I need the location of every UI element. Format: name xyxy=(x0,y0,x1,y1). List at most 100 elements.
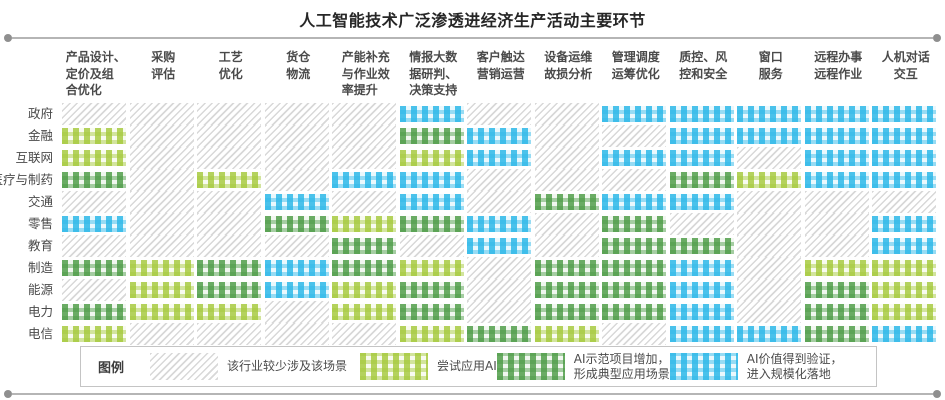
row-label-1: 政府 xyxy=(0,103,58,125)
heatmap-cell-swatch xyxy=(737,172,801,188)
heatmap-row-交通 xyxy=(62,191,940,213)
heatmap-row-政府 xyxy=(62,103,940,125)
heatmap-cell xyxy=(602,213,670,235)
heatmap-cell-swatch xyxy=(534,194,599,210)
heatmap-cell-swatch xyxy=(737,326,801,342)
heatmap-row-电力 xyxy=(62,301,940,323)
row-label-text: 制造 xyxy=(27,260,53,275)
row-label-2: 金融 xyxy=(0,125,58,147)
heatmap-cell-swatch xyxy=(129,125,194,147)
heatmap-cell-swatch xyxy=(804,235,869,257)
heatmap-cell-swatch xyxy=(399,172,464,188)
column-header-line: 情报大数 xyxy=(409,50,458,64)
heatmap-cell-swatch xyxy=(62,191,126,213)
column-header-line: 远程作业 xyxy=(814,66,863,81)
divider-dot-icon xyxy=(933,390,941,398)
row-label-text: 能源 xyxy=(27,282,53,297)
column-header-line: 率提升 xyxy=(341,83,378,97)
heatmap-cell xyxy=(602,169,670,191)
heatmap-cell xyxy=(804,125,873,147)
heatmap-cell xyxy=(129,169,198,191)
column-header-text: 人机对话 交互 xyxy=(882,49,930,82)
heatmap-cell-swatch xyxy=(602,304,666,320)
heatmap-cell xyxy=(62,235,130,257)
column-header-line: 运筹优化 xyxy=(611,66,660,81)
heatmap-cell-swatch xyxy=(399,216,464,232)
column-header-3: 工艺 优化 xyxy=(197,49,265,99)
heatmap-cell-swatch xyxy=(332,282,396,298)
heatmap-cell-swatch xyxy=(264,260,329,276)
heatmap-cell-swatch xyxy=(872,128,936,144)
column-header-line: 决策支持 xyxy=(409,83,458,97)
heatmap-cell-swatch xyxy=(264,194,329,210)
heatmap-cell-swatch xyxy=(467,238,531,254)
heatmap-cell-swatch xyxy=(534,147,599,169)
heatmap-cell-swatch xyxy=(669,304,734,320)
heatmap-cell-swatch xyxy=(62,128,126,144)
heatmap-cell-swatch xyxy=(129,213,194,235)
heatmap-cell-swatch xyxy=(602,106,666,122)
heatmap-cell xyxy=(534,125,603,147)
row-label-5: 交通 xyxy=(0,191,58,213)
heatmap-cell-swatch xyxy=(872,238,936,254)
heatmap-cell-swatch xyxy=(534,169,599,191)
heatmap-cell-swatch xyxy=(264,216,329,232)
heatmap-cell-swatch xyxy=(669,150,734,166)
heatmap-cell xyxy=(197,301,265,323)
column-header-line: 营销运营 xyxy=(476,66,525,81)
heatmap-cell-swatch xyxy=(62,172,126,188)
legend-label-scale: AI价值得到验证， 进入规模化落地 xyxy=(747,352,843,382)
heatmap-cell xyxy=(129,103,198,125)
heatmap-cell-swatch xyxy=(737,191,801,213)
heatmap-cell xyxy=(669,301,738,323)
column-header-text: 窗口 服务 xyxy=(759,49,783,82)
heatmap-cell-swatch xyxy=(872,282,936,298)
heatmap-cell xyxy=(264,257,333,279)
heatmap-cell xyxy=(872,147,940,169)
heatmap-cell-swatch xyxy=(197,213,261,235)
heatmap-cell xyxy=(467,279,535,301)
heatmap-cell xyxy=(62,257,130,279)
heatmap-cell xyxy=(467,191,535,213)
heatmap-cell-swatch xyxy=(602,169,666,191)
row-label-text: 金融 xyxy=(27,128,53,143)
heatmap-cell xyxy=(467,257,535,279)
heatmap-cell xyxy=(737,125,805,147)
heatmap-cell-swatch xyxy=(602,282,666,298)
heatmap-cell-swatch xyxy=(872,304,936,320)
heatmap-cell xyxy=(467,103,535,125)
heatmap-cell xyxy=(804,103,873,125)
heatmap-cell xyxy=(467,125,535,147)
heatmap-cell xyxy=(332,213,400,235)
heatmap-cell-swatch xyxy=(737,301,801,323)
heatmap-cell-swatch xyxy=(467,301,531,323)
heatmap-cell-swatch xyxy=(804,326,869,342)
heatmap-cell xyxy=(872,169,940,191)
heatmap-cell-swatch xyxy=(804,304,869,320)
column-header-text: 产能补充 与作业效 率提升 xyxy=(342,49,390,99)
heatmap-cell-swatch xyxy=(129,304,194,320)
row-label-text: 教育 xyxy=(27,238,53,253)
heatmap-cell xyxy=(534,103,603,125)
heatmap-cell xyxy=(399,323,468,345)
column-header-line: 优化 xyxy=(218,66,243,81)
heatmap-cell xyxy=(534,323,603,345)
heatmap-cell-swatch xyxy=(737,213,801,235)
legend-label-demo: AI示范项目增加， 形成典型应用场景 xyxy=(574,352,670,382)
heatmap-cell xyxy=(602,191,670,213)
heatmap-cell xyxy=(669,125,738,147)
heatmap-cell-swatch xyxy=(804,213,869,235)
heatmap-cell-swatch xyxy=(602,194,666,210)
heatmap-cell xyxy=(399,235,468,257)
heatmap-cell-swatch xyxy=(399,128,464,144)
heatmap-cell-swatch xyxy=(197,323,261,345)
heatmap-cell xyxy=(467,235,535,257)
row-label-10: 电力 xyxy=(0,301,58,323)
column-header-line: 产能补充 xyxy=(341,50,390,64)
heatmap-cell-swatch xyxy=(872,172,936,188)
heatmap-cell-swatch xyxy=(264,323,329,345)
column-header-line: 窗口 xyxy=(758,50,783,64)
heatmap-cell xyxy=(737,147,805,169)
heatmap-cell xyxy=(669,323,738,345)
column-header-2: 采购 评估 xyxy=(130,49,198,99)
